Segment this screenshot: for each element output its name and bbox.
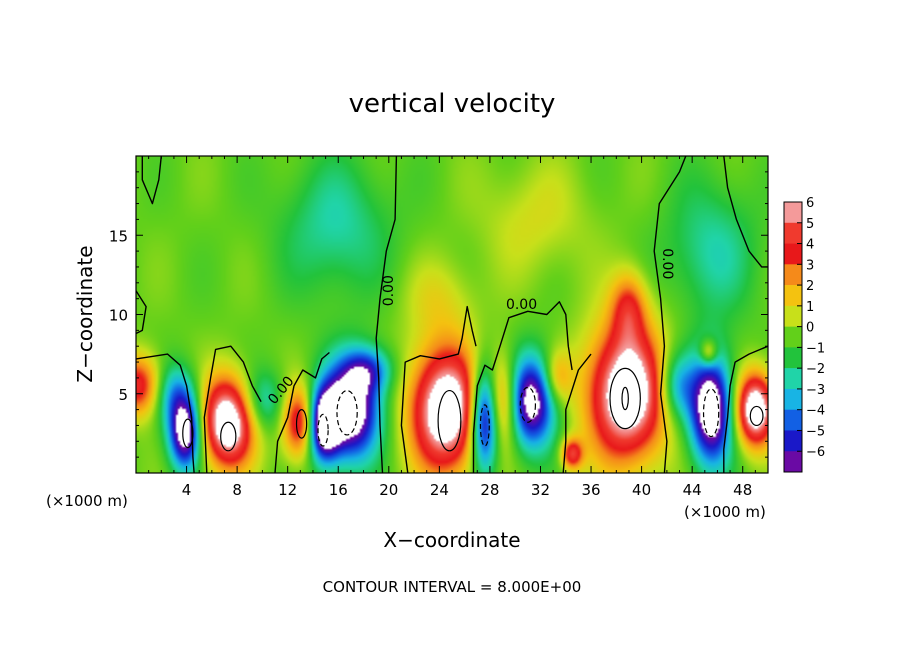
zero-contour-line [723,156,768,268]
x-tick-label: 20 [379,481,398,499]
contour-lines [136,156,768,473]
x-tick-label: 16 [329,481,348,499]
zero-contour-line [400,305,477,473]
contour-label: 0.00 [506,297,537,313]
zero-contour-line [562,353,592,473]
zero-contour-line [136,290,147,335]
y-axis-label: Z−coordinate [73,245,97,382]
colorbar-swatch [784,451,802,473]
x-tick-label: 24 [430,481,449,499]
colorbar-swatch [784,347,802,369]
colorbar-swatch [784,430,802,452]
colorbar-swatch [784,368,802,390]
colorbar-label: 6 [806,196,814,211]
zero-contour-line [653,156,687,473]
colorbar-swatch [784,202,802,224]
plot-area: 0.00 0.000.000.00 [135,155,769,474]
colorbar-label: −6 [806,445,825,460]
x-tick-label: 8 [232,481,242,499]
zero-contour-line [723,345,768,473]
y-tick-label: 15 [109,227,128,245]
x-axis-label: X−coordinate [383,528,520,552]
positive-contour-line [609,367,641,430]
colorbar-swatch [784,243,802,265]
colorbar-label: −4 [806,404,825,419]
colorbar-swatch [784,264,802,286]
x-tick-label: 48 [733,481,752,499]
colorbar-label: −5 [806,424,825,439]
colorbar-swatch [784,326,802,348]
x-tick-label: 32 [531,481,550,499]
x-tick-label: 44 [683,481,702,499]
positive-contour-line [295,408,308,439]
positive-contour-line [220,421,237,452]
negative-contour-line [479,404,490,447]
colorbar-label: 4 [806,238,814,253]
positive-contour-line [182,418,194,449]
positive-contour-line [437,389,462,452]
colorbar-swatch [784,388,802,410]
zero-contour-line [375,156,398,473]
x-tick-label: 36 [581,481,600,499]
colorbar-swatch [784,222,802,244]
colorbar-label: 5 [806,217,814,232]
zero-contour-line [141,156,162,205]
colorbar-label: 1 [806,300,814,315]
contour-label: 0.00 [659,248,675,279]
x-unit-label-left: (×1000 m) [46,492,128,510]
x-axis-ticks: 4 8 12 16 20 24 28 32 36 40 44 48 [148,156,756,499]
zero-contour-line [472,301,573,473]
x-tick-label: 12 [278,481,297,499]
contour-interval-note: CONTOUR INTERVAL = 8.000E+00 [323,578,582,596]
x-tick-label: 40 [632,481,651,499]
colorbar-label: −1 [806,341,825,356]
colorbar-label: 2 [806,279,814,294]
y-tick-label: 5 [118,386,128,404]
colorbar-label: 3 [806,258,814,273]
chart-title: vertical velocity [349,89,556,119]
negative-contour-line [336,389,358,436]
colorbar-swatch [784,409,802,431]
y-axis-ticks: 5 10 15 [109,171,768,458]
positive-contour-line [749,405,764,427]
colorbar-label: 0 [806,321,814,336]
negative-contour-line [702,388,720,438]
x-unit-label-right: (×1000 m) [684,503,766,521]
velocity-field-heatmap [136,156,768,473]
zero-contour-line [136,353,195,473]
contour-label: 0.00 [381,275,397,306]
positive-contour-line [621,386,629,411]
negative-contour-line [317,413,329,447]
x-tick-label: 28 [480,481,499,499]
colorbar-swatch [784,285,802,307]
negative-contour-line [519,386,537,423]
colorbar-label: −2 [806,362,825,377]
colorbar-label: −3 [806,383,825,398]
y-tick-label: 10 [109,307,128,325]
zero-contour-line [274,351,330,473]
colorbar-frame [783,201,803,473]
zero-contour-line [203,345,262,473]
x-tick-label: 4 [182,481,192,499]
colorbar-swatch [784,305,802,327]
colorbar: 6 5 4 3 2 1 0 −1 −2 −3 −4 −5 −6 [783,196,825,473]
